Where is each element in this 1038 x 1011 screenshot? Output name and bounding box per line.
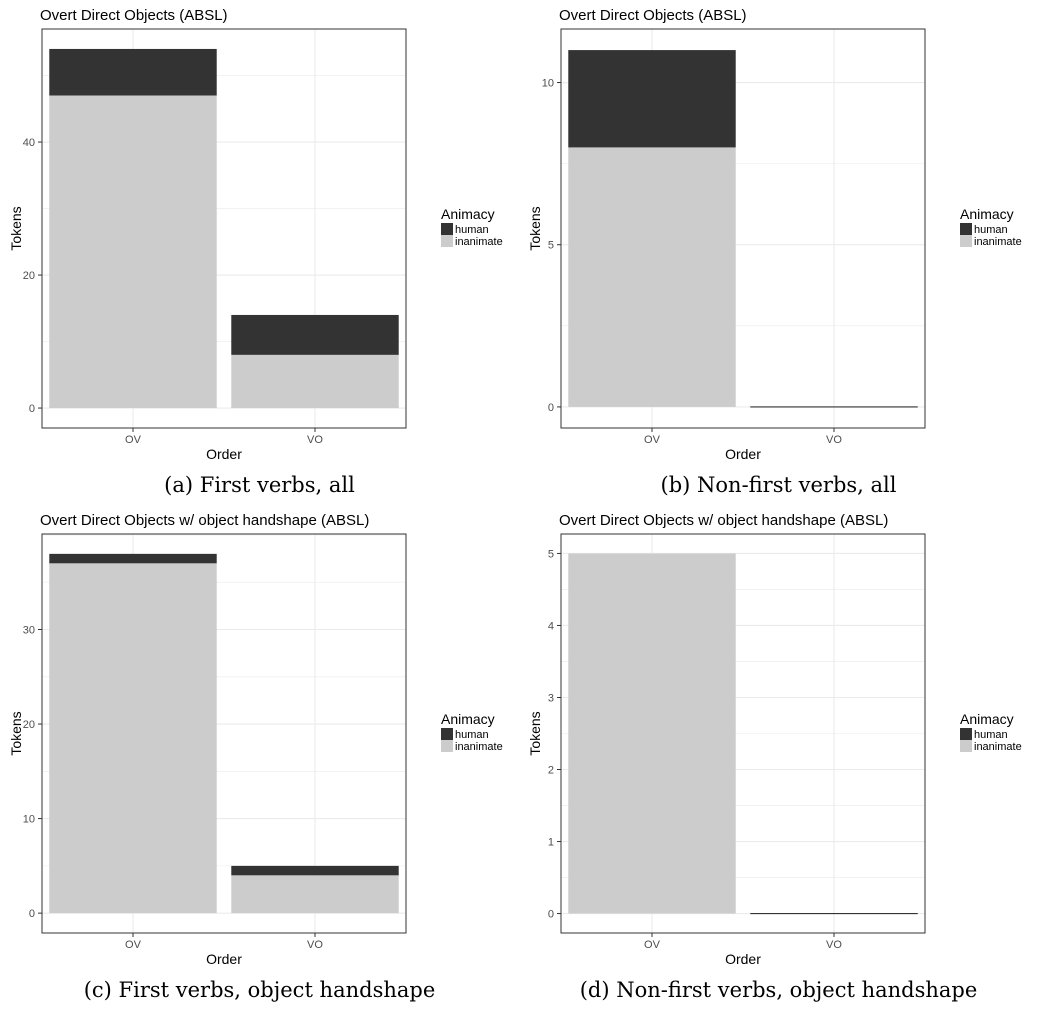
x-axis: OV VO [644, 428, 842, 446]
legend-title: Animacy [960, 711, 1014, 727]
legend-key-human [441, 223, 453, 235]
legend-title: Animacy [960, 206, 1014, 222]
x-axis: OV VO [125, 428, 323, 446]
bars [49, 553, 399, 914]
bars [568, 553, 918, 915]
bar-human-ov [49, 48, 217, 96]
y-tick-label: 4 [548, 620, 554, 632]
y-tick-label: 0 [548, 402, 554, 414]
legend-label-inanimate: inanimate [455, 236, 503, 248]
legend-key-inanimate [960, 235, 972, 247]
chart-title: Overt Direct Objects w/ object handshape… [559, 512, 888, 529]
y-axis: 0 20 40 [23, 137, 42, 415]
y-axis: 0 5 10 [542, 78, 561, 414]
y-axis-title: Tokens [527, 206, 543, 250]
caption-d: (d) Non-first verbs, object handshape [579, 978, 978, 1002]
chart-title: Overt Direct Objects (ABSL) [559, 7, 747, 24]
legend-label-human: human [974, 729, 1008, 741]
y-tick-label: 10 [542, 78, 554, 90]
plot-border [560, 28, 926, 429]
y-tick-label: 1 [548, 837, 554, 849]
x-axis-title: Order [206, 951, 242, 967]
x-tick-label: VO [307, 434, 323, 446]
chart-panel-b: Overt Direct Objects (ABSL) 0 5 10 OV VO Order… [519, 0, 1038, 470]
bars [49, 48, 399, 409]
y-tick-label: 40 [23, 137, 35, 149]
bar-human-vo [231, 314, 399, 355]
chart-title: Overt Direct Objects w/ object handshape… [40, 512, 369, 529]
legend-key-human [441, 728, 453, 740]
chart-b: Overt Direct Objects (ABSL) 0 5 10 OV VO Order… [527, 7, 1022, 462]
x-axis-title: Order [725, 951, 761, 967]
legend-key-inanimate [441, 235, 453, 247]
y-axis-title: Tokens [527, 711, 543, 755]
plot-border [560, 533, 926, 934]
x-tick-label: OV [644, 434, 661, 446]
x-tick-label: OV [125, 434, 142, 446]
x-tick-label: VO [826, 939, 842, 951]
bar-inanimate-ov [568, 553, 736, 914]
legend-label-human: human [455, 729, 489, 741]
bar-human-ov [49, 553, 217, 564]
y-tick-label: 3 [548, 692, 554, 704]
chart-c: Overt Direct Objects w/ object handshape… [8, 512, 503, 967]
legend-label-inanimate: inanimate [974, 741, 1022, 753]
legend-title: Animacy [441, 711, 495, 727]
y-tick-label: 10 [23, 814, 35, 826]
y-tick-label: 20 [23, 270, 35, 282]
chart-panel-a: Overt Direct Objects (ABSL) 0 20 40 OV VO Orde… [0, 0, 519, 470]
bars [568, 50, 918, 408]
legend-key-inanimate [441, 740, 453, 752]
x-tick-label: VO [307, 939, 323, 951]
legend-label-human: human [455, 224, 489, 236]
caption-b: (b) Non-first verbs, all [660, 473, 897, 497]
y-tick-label: 0 [29, 403, 35, 415]
legend-label-inanimate: inanimate [974, 236, 1022, 248]
bar-human-ov [568, 50, 736, 148]
bar-human-vo [231, 865, 399, 876]
chart-panel-c: Overt Direct Objects w/ object handshape… [0, 505, 519, 975]
x-axis: OV VO [644, 933, 842, 951]
y-tick-label: 5 [548, 240, 554, 252]
y-axis-title: Tokens [8, 711, 24, 755]
caption-c: (c) First verbs, object handshape [83, 978, 436, 1002]
x-axis: OV VO [125, 933, 323, 951]
y-tick-label: 0 [29, 908, 35, 920]
x-tick-label: OV [125, 939, 142, 951]
bar-inanimate-vo [231, 354, 399, 409]
y-tick-label: 20 [23, 719, 35, 731]
legend-title: Animacy [441, 206, 495, 222]
plot-border [41, 533, 407, 934]
chart-title: Overt Direct Objects (ABSL) [40, 7, 228, 24]
legend-key-human [960, 728, 972, 740]
x-axis-title: Order [206, 446, 242, 462]
bar-inanimate-ov [49, 563, 217, 914]
bar-inanimate-ov [568, 147, 736, 407]
legend-key-inanimate [960, 740, 972, 752]
chart-d: Overt Direct Objects w/ object handshape… [527, 512, 1022, 967]
y-tick-label: 0 [548, 909, 554, 921]
x-tick-label: OV [644, 939, 661, 951]
legend-label-human: human [974, 224, 1008, 236]
chart-a: Overt Direct Objects (ABSL) 0 20 40 OV VO Orde… [8, 7, 503, 462]
x-axis-title: Order [725, 446, 761, 462]
legend-key-human [960, 223, 972, 235]
y-tick-label: 2 [548, 765, 554, 777]
plot-border [41, 28, 407, 429]
bar-inanimate-vo [231, 875, 399, 914]
y-tick-label: 5 [548, 548, 554, 560]
caption-a: (a) First verbs, all [164, 473, 355, 497]
chart-panel-d: Overt Direct Objects w/ object handshape… [519, 505, 1038, 975]
y-axis: 0 10 20 30 [23, 624, 42, 920]
y-tick-label: 30 [23, 624, 35, 636]
bar-inanimate-ov [49, 95, 217, 409]
y-axis: 0 1 2 3 4 5 [548, 548, 561, 921]
legend-label-inanimate: inanimate [455, 741, 503, 753]
y-axis-title: Tokens [8, 206, 24, 250]
x-tick-label: VO [826, 434, 842, 446]
